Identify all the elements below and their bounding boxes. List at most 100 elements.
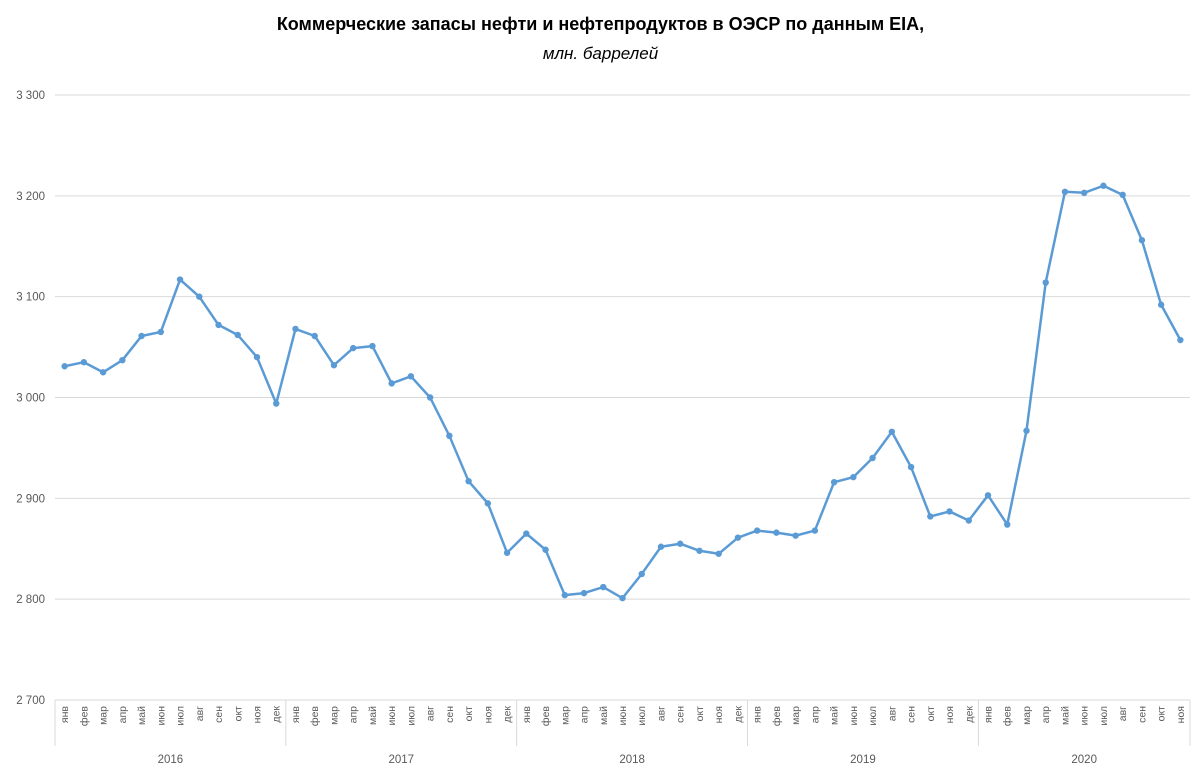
data-point bbox=[1100, 182, 1107, 189]
data-point bbox=[696, 547, 703, 554]
data-point bbox=[638, 570, 645, 578]
chart-subtitle: млн. баррелей bbox=[542, 44, 659, 63]
data-point bbox=[215, 321, 222, 329]
month-tick-label: янв bbox=[752, 706, 764, 723]
chart-title: Коммерческие запасы нефти и нефтепродукт… bbox=[276, 14, 925, 34]
data-point bbox=[119, 356, 126, 364]
year-label: 2019 bbox=[850, 754, 876, 766]
data-point bbox=[580, 589, 588, 597]
month-tick-label: июн bbox=[155, 706, 167, 726]
month-tick-label: дек bbox=[502, 706, 514, 723]
data-point bbox=[465, 477, 472, 485]
month-tick-label: ноя bbox=[1175, 706, 1187, 723]
month-tick-label: дек bbox=[963, 706, 975, 723]
month-tick-label: фев bbox=[1002, 706, 1014, 726]
data-point bbox=[388, 380, 395, 387]
data-point bbox=[677, 540, 684, 547]
data-point bbox=[600, 583, 607, 591]
data-point bbox=[138, 332, 145, 340]
month-tick-label: авг bbox=[886, 706, 898, 721]
month-tick-label: июл bbox=[405, 706, 417, 726]
month-tick-label: фев bbox=[78, 706, 90, 726]
month-tick-label: апр bbox=[117, 706, 129, 724]
month-tick-label: июн bbox=[1079, 706, 1091, 726]
month-tick-label: ноя bbox=[482, 706, 494, 723]
data-point bbox=[80, 359, 88, 366]
data-point bbox=[503, 549, 511, 556]
data-point bbox=[830, 479, 838, 486]
data-point bbox=[273, 400, 280, 407]
month-tick-label: янв bbox=[983, 706, 995, 723]
data-point bbox=[349, 344, 357, 352]
data-point bbox=[253, 353, 261, 361]
data-point bbox=[407, 373, 415, 380]
month-tick-label: мар bbox=[1021, 706, 1033, 725]
month-tick-label: янв bbox=[290, 706, 302, 723]
data-point bbox=[734, 534, 742, 541]
month-tick-label: апр bbox=[579, 706, 591, 724]
month-tick-label: дек bbox=[271, 706, 283, 723]
y-axis-tick-label: 3 100 bbox=[16, 292, 45, 304]
data-point bbox=[1138, 237, 1146, 244]
data-point bbox=[1023, 427, 1030, 434]
data-point bbox=[773, 529, 780, 536]
data-point bbox=[561, 591, 568, 599]
month-tick-label: сен bbox=[906, 706, 918, 723]
month-tick-label: мар bbox=[98, 706, 110, 725]
data-point bbox=[657, 543, 665, 550]
data-point bbox=[542, 546, 549, 553]
data-point bbox=[927, 513, 934, 520]
data-point bbox=[715, 550, 722, 557]
year-label: 2017 bbox=[388, 754, 414, 766]
month-tick-label: май bbox=[829, 706, 841, 725]
month-tick-label: янв bbox=[521, 706, 533, 723]
month-tick-label: авг bbox=[1117, 706, 1129, 721]
month-tick-label: сен bbox=[213, 706, 225, 723]
month-tick-label: фев bbox=[540, 706, 552, 726]
data-point bbox=[1004, 521, 1011, 528]
data-point bbox=[1157, 301, 1165, 308]
data-point bbox=[869, 454, 876, 462]
month-tick-label: июн bbox=[386, 706, 398, 726]
month-tick-label: май bbox=[598, 706, 610, 725]
month-tick-label: июл bbox=[175, 706, 187, 726]
month-tick-label: июн bbox=[617, 706, 629, 726]
data-point bbox=[984, 492, 992, 499]
year-label: 2020 bbox=[1071, 754, 1097, 766]
data-point bbox=[330, 362, 338, 369]
data-point bbox=[850, 473, 857, 481]
month-tick-label: июл bbox=[867, 706, 879, 726]
year-label: 2016 bbox=[158, 754, 184, 766]
month-tick-label: апр bbox=[1040, 706, 1052, 724]
data-point bbox=[311, 332, 318, 340]
month-tick-label: июл bbox=[636, 706, 648, 726]
data-point bbox=[907, 463, 915, 471]
month-tick-label: авг bbox=[655, 706, 667, 721]
month-tick-label: мар bbox=[559, 706, 571, 725]
month-tick-label: сен bbox=[444, 706, 456, 723]
month-tick-label: май bbox=[367, 706, 379, 725]
data-point bbox=[1042, 279, 1049, 286]
month-tick-label: май bbox=[1059, 706, 1071, 725]
month-tick-label: янв bbox=[59, 706, 71, 723]
data-point bbox=[1119, 191, 1126, 199]
data-point bbox=[426, 394, 434, 401]
data-point bbox=[369, 342, 376, 350]
month-tick-label: апр bbox=[809, 706, 821, 724]
month-tick-label: сен bbox=[1136, 706, 1148, 723]
y-axis-tick-label: 3 000 bbox=[16, 393, 45, 405]
month-tick-label: окт bbox=[463, 706, 475, 722]
data-point bbox=[523, 530, 530, 537]
month-tick-label: окт bbox=[232, 706, 244, 722]
data-point bbox=[811, 527, 819, 534]
data-point bbox=[234, 331, 241, 339]
month-tick-label: фев bbox=[309, 706, 321, 726]
month-tick-label: окт bbox=[1156, 706, 1168, 722]
month-tick-label: ноя bbox=[944, 706, 956, 723]
data-point bbox=[176, 276, 184, 283]
data-point bbox=[446, 432, 453, 440]
data-point bbox=[157, 328, 165, 336]
year-label: 2018 bbox=[619, 754, 645, 766]
